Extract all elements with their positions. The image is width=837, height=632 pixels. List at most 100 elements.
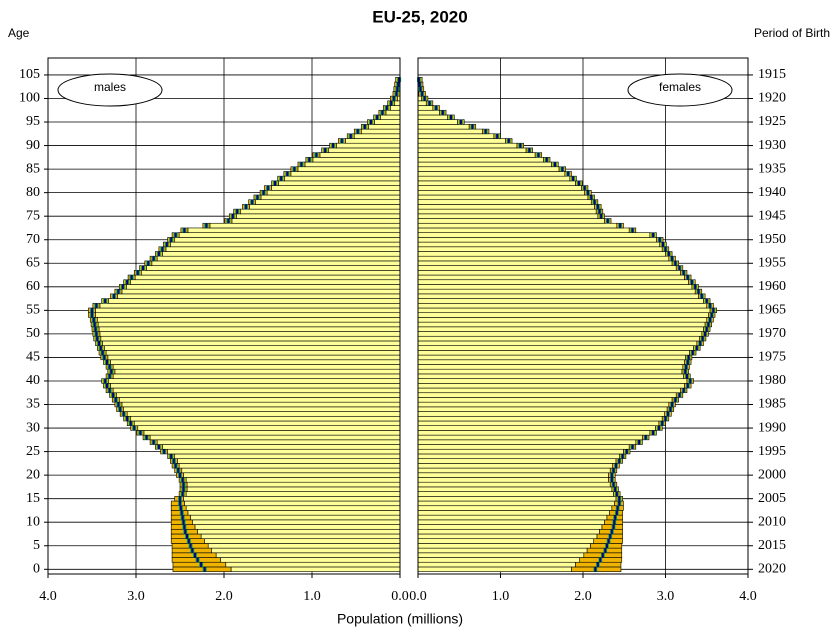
y-tick-label: 90 [26, 138, 40, 153]
y2-tick-label: 1940 [758, 185, 786, 200]
bar [130, 415, 401, 422]
bar [417, 500, 615, 507]
x-tick-label: 2.0 [215, 589, 233, 604]
x-tick-label: 1.0 [492, 589, 510, 604]
bar [98, 326, 401, 332]
bar [417, 561, 576, 568]
bar [249, 204, 401, 210]
bar [207, 543, 401, 549]
bar [417, 505, 613, 511]
bar [126, 411, 401, 417]
y-tick-label: 20 [26, 467, 40, 482]
bar [121, 401, 401, 408]
y2-tick-label: 1955 [758, 255, 786, 270]
bar [417, 373, 684, 379]
variant-band [170, 510, 189, 516]
bar [185, 505, 401, 511]
bar [417, 481, 611, 488]
bar [417, 317, 708, 323]
bar [156, 439, 401, 445]
bar [95, 307, 401, 314]
y-tick-label: 65 [26, 255, 40, 270]
bar [105, 350, 401, 356]
y-tick-label: 50 [26, 326, 40, 341]
y-tick-label: 10 [26, 514, 40, 529]
bar [417, 133, 495, 139]
bar [209, 222, 401, 229]
bar [110, 359, 401, 365]
bar [417, 453, 620, 459]
y2-tick-label: 1985 [758, 397, 786, 412]
bar [211, 547, 401, 554]
bar [260, 194, 401, 201]
bar [417, 213, 599, 219]
bar [100, 335, 401, 342]
bar [417, 368, 683, 375]
bar [312, 157, 401, 163]
bar [417, 293, 699, 299]
bar [417, 157, 544, 163]
y-tick-label: 60 [26, 279, 40, 294]
bar [190, 514, 401, 521]
y2-tick-label: 1965 [758, 303, 786, 318]
bar [417, 519, 605, 525]
bar [417, 444, 630, 450]
bar [417, 124, 470, 130]
bar [108, 298, 401, 304]
x-tick-label: 0.0 [409, 589, 427, 604]
y2-tick-label: 1935 [758, 161, 786, 176]
bar [417, 270, 681, 276]
bar [187, 510, 401, 516]
bar [417, 199, 592, 205]
bar [417, 171, 566, 177]
x-tick-label: 4.0 [39, 589, 57, 604]
legend-label: females [659, 80, 701, 94]
bar [130, 279, 401, 285]
y-tick-label: 35 [26, 397, 40, 412]
y-tick-label: 40 [26, 373, 40, 388]
bar [380, 114, 401, 120]
bar [417, 194, 589, 201]
bar [116, 392, 401, 398]
bar [417, 350, 690, 356]
bar [137, 425, 401, 431]
bar [345, 138, 401, 144]
bar [97, 321, 401, 328]
bar [110, 383, 401, 389]
bar [417, 227, 630, 233]
axes: 4.0 3.0 2.0 1.0 0.0 males 0.0 1.0 2.0 3.0 4.0 femal… [19, 57, 786, 604]
bar [417, 359, 685, 365]
bar [304, 161, 401, 168]
variant-band [170, 500, 185, 507]
bar [353, 133, 401, 139]
x-tick-label: 4.0 [739, 589, 757, 604]
x-tick-label: 1.0 [303, 589, 321, 604]
bar [290, 171, 401, 177]
x-tick-label: 3.0 [127, 589, 145, 604]
bar [417, 514, 608, 521]
bar [417, 458, 617, 464]
bar [417, 510, 610, 516]
bar [417, 142, 518, 149]
bar [417, 237, 657, 243]
bar [95, 312, 401, 318]
bar [417, 222, 618, 229]
bar [417, 232, 651, 238]
bar [133, 420, 401, 426]
bar [123, 406, 401, 412]
bar [417, 284, 693, 290]
bar [96, 317, 401, 323]
bar [417, 218, 605, 224]
bar [177, 458, 401, 464]
y2-tick-label: 1945 [758, 208, 786, 223]
y2-tick-label: 2000 [758, 467, 786, 482]
bar [200, 533, 401, 539]
bar [417, 109, 440, 116]
bar [417, 189, 585, 196]
y-tick-label: 45 [26, 350, 40, 365]
bar [417, 472, 609, 478]
bar [134, 274, 401, 281]
bar [417, 496, 617, 502]
y-tick-label: 80 [26, 185, 40, 200]
bar [230, 566, 401, 572]
